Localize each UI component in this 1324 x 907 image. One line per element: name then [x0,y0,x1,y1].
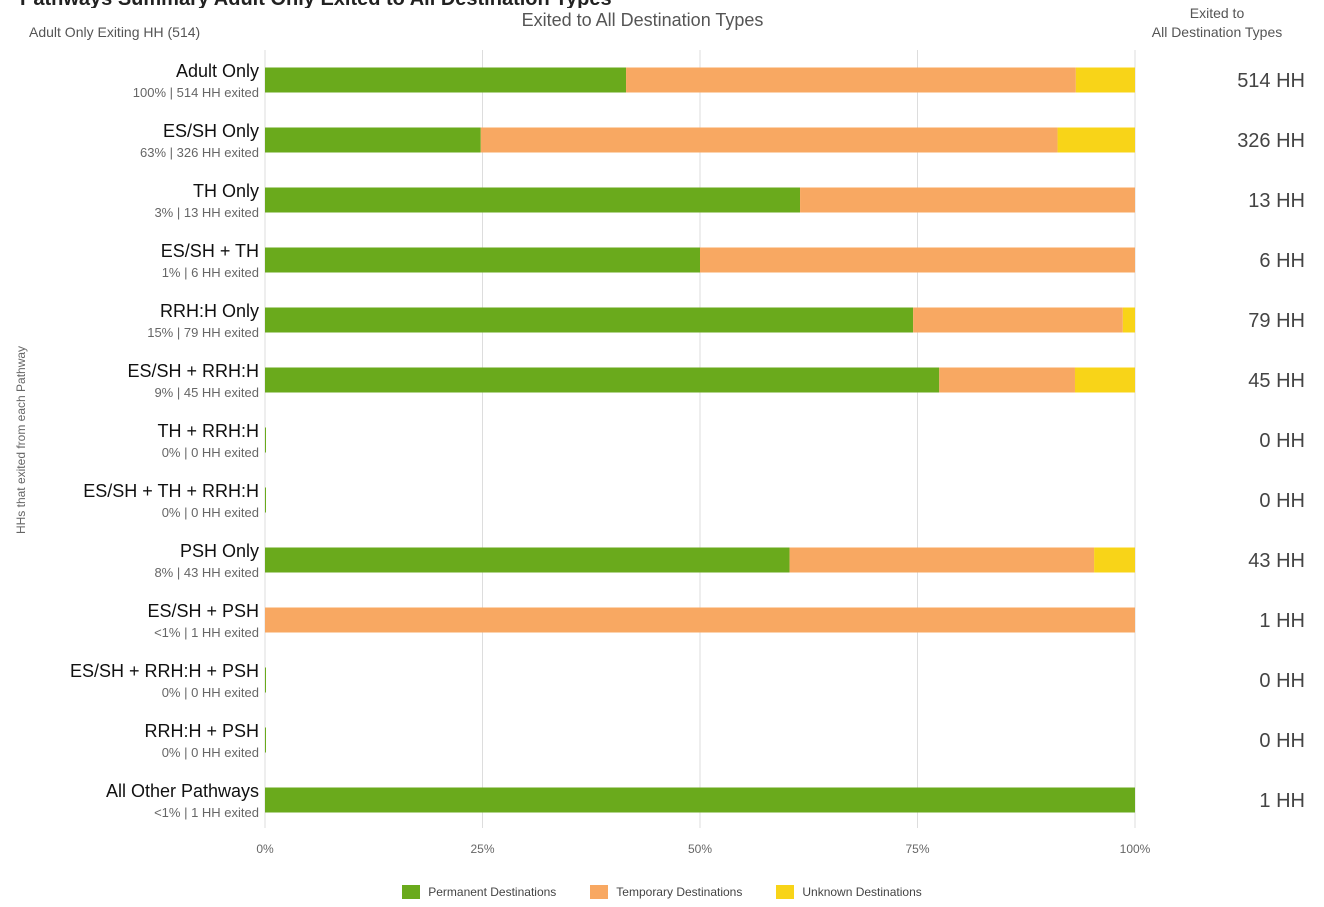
bar-segment [265,787,1135,813]
x-tick-label: 0% [256,842,274,856]
bar-segment-empty [265,667,266,693]
category-sublabel: 0% | 0 HH exited [162,445,259,460]
bar-segment-empty [265,427,266,453]
bar-segment [800,187,1135,213]
hh-total-label: 0 HH [1259,670,1305,692]
category-label: ES/SH + RRH:H [127,361,259,381]
category-label: ES/SH + TH + RRH:H [83,481,259,501]
category-sublabel: 15% | 79 HH exited [147,325,259,340]
bar-segment [265,547,790,573]
category-sublabel: 3% | 13 HH exited [154,205,259,220]
category-sublabel: 8% | 43 HH exited [154,565,259,580]
bar-segment-empty [265,487,266,513]
right-header-line2: All Destination Types [1151,24,1283,40]
category-label: ES/SH + PSH [147,601,259,621]
category-label: PSH Only [180,541,259,561]
bar-segment [626,67,1076,93]
legend-item-temporary[interactable]: Temporary Destinations [590,885,742,899]
category-label: ES/SH Only [163,121,259,141]
category-sublabel: 100% | 514 HH exited [133,85,259,100]
bar-segment [700,247,1135,273]
hh-total-label: 0 HH [1259,490,1305,512]
hh-total-label: 6 HH [1259,250,1305,272]
category-sublabel: 1% | 6 HH exited [162,265,259,280]
page-title: Pathways Summary Adult Only Exited to Al… [0,0,1324,8]
x-tick-label: 50% [688,842,712,856]
category-sublabel: 9% | 45 HH exited [154,385,259,400]
bar-segment [1074,367,1135,393]
bar-segment [913,307,1123,333]
legend-label-permanent: Permanent Destinations [428,885,557,899]
hh-total-label: 0 HH [1259,730,1305,752]
bar-segment [265,367,940,393]
hh-total-label: 1 HH [1259,610,1305,632]
hh-total-label: 514 HH [1237,70,1305,92]
hh-total-label: 13 HH [1248,190,1305,212]
category-sublabel: 63% | 326 HH exited [140,145,259,160]
category-label: All Other Pathways [106,781,259,801]
bar-segment [265,607,1135,633]
bar-segment [480,127,1058,153]
bar-segment [1094,547,1135,573]
legend-swatch-permanent [402,885,421,899]
category-sublabel: <1% | 1 HH exited [154,625,259,640]
category-label: TH Only [193,181,259,201]
bar-segment [265,247,700,273]
x-tick-label: 100% [1120,842,1151,856]
hh-total-label: 326 HH [1237,130,1305,152]
bar-segment [939,367,1075,393]
hh-total-label: 0 HH [1259,430,1305,452]
bar-segment [1057,127,1135,153]
x-tick-label: 75% [905,842,929,856]
legend-label-temporary: Temporary Destinations [616,885,743,899]
right-column-header: Exited to All Destination Types [1140,4,1294,42]
category-label: Adult Only [176,61,259,81]
x-tick-label: 25% [470,842,494,856]
category-label: RRH:H + PSH [144,721,259,741]
hh-total-label: 1 HH [1259,790,1305,812]
legend-label-unknown: Unknown Destinations [802,885,922,899]
category-label: TH + RRH:H [157,421,259,441]
bar-segment [1075,67,1135,93]
hh-total-label: 79 HH [1248,310,1305,332]
category-label: ES/SH + RRH:H + PSH [70,661,259,681]
legend-swatch-temporary [590,885,609,899]
exiting-hh-subtitle: Adult Only Exiting HH (514) [29,24,201,40]
category-sublabel: 0% | 0 HH exited [162,685,259,700]
legend-swatch-unknown [776,885,795,899]
legend-item-unknown[interactable]: Unknown Destinations [776,885,922,899]
bar-segment-empty [265,727,266,753]
category-sublabel: 0% | 0 HH exited [162,505,259,520]
hh-total-label: 43 HH [1248,550,1305,572]
legend-item-permanent[interactable]: Permanent Destinations [402,885,556,899]
bar-segment [1122,307,1135,333]
hh-total-label: 45 HH [1248,370,1305,392]
category-label: ES/SH + TH [161,241,259,261]
right-header-line1: Exited to [1189,5,1245,21]
bar-segment [789,547,1095,573]
stacked-bar-chart: 0% 25% 50% 75% 100% Adult Only 100% | 514 HH e… [70,50,1305,856]
bar-segment [265,307,914,333]
category-label: RRH:H Only [160,301,259,321]
chart-legend: Permanent Destinations Temporary Destina… [0,885,1324,899]
category-sublabel: <1% | 1 HH exited [154,805,259,820]
chart-subtitle: Exited to All Destination Types [521,10,764,30]
bar-segment [265,127,481,153]
bar-segment [265,67,627,93]
bar-segment [265,187,801,213]
category-sublabel: 0% | 0 HH exited [162,745,259,760]
